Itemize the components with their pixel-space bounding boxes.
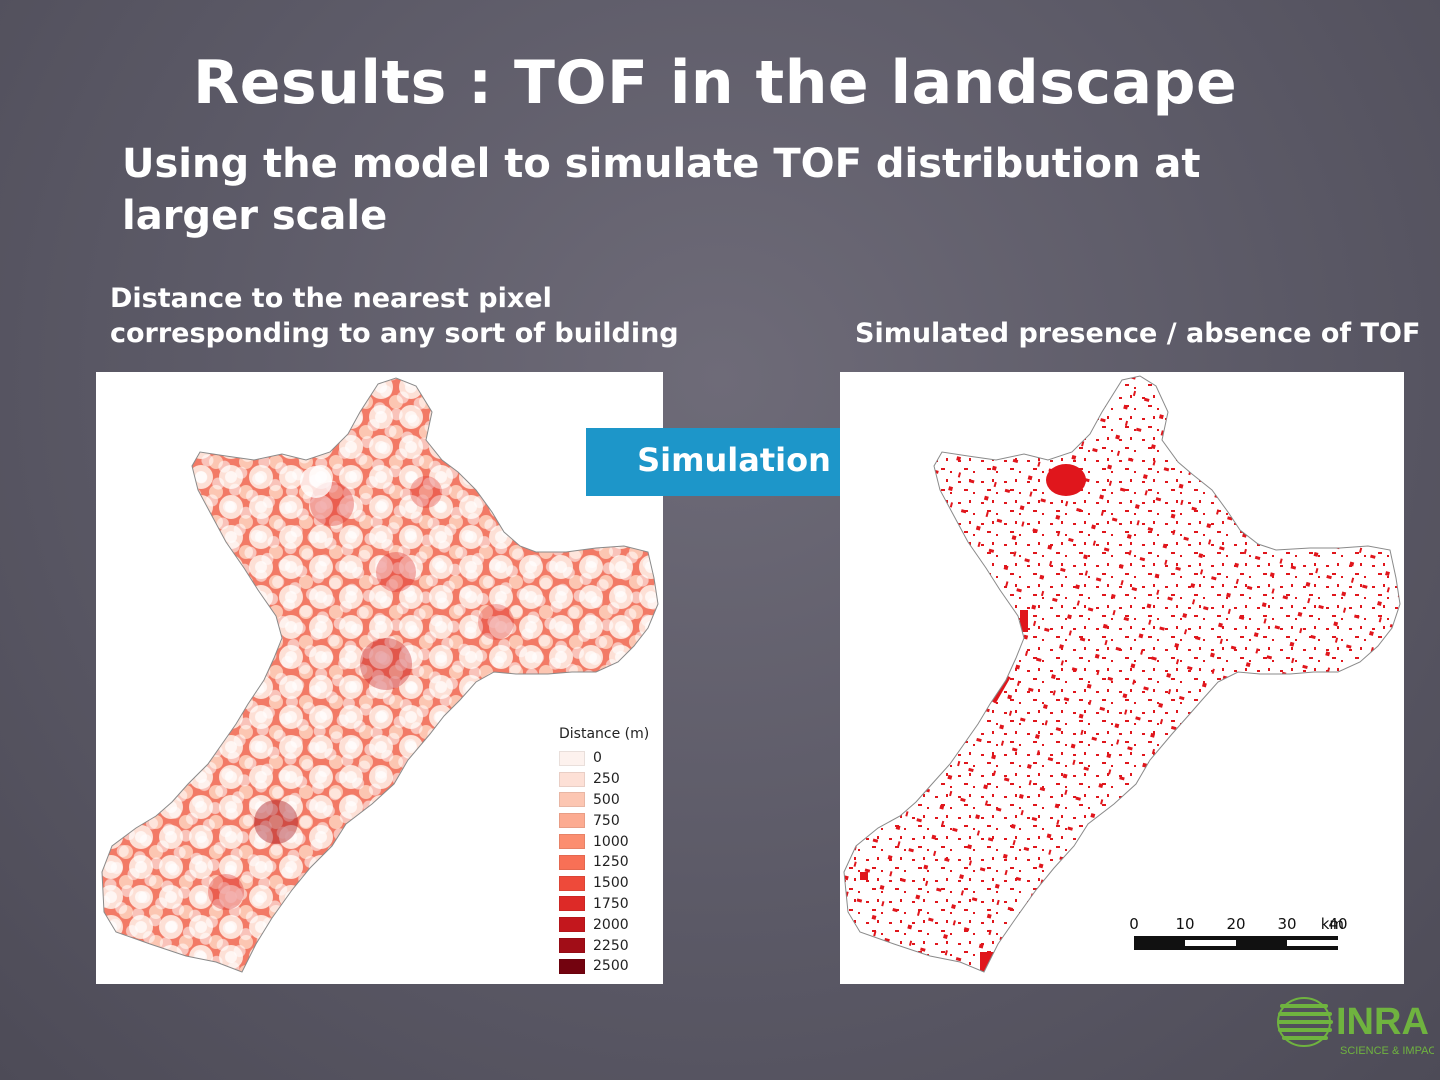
legend-label: 1000 — [593, 833, 629, 850]
legend-swatch — [559, 750, 585, 766]
legend-swatch — [559, 854, 585, 870]
legend-label: 1500 — [593, 875, 629, 892]
scale-unit-label: km — [1321, 915, 1344, 933]
legend-item: 1750 — [559, 894, 649, 915]
legend-swatch — [559, 813, 585, 829]
legend-item: 2250 — [559, 935, 649, 956]
legend-swatch — [559, 875, 585, 891]
legend-item: 2000 — [559, 914, 649, 935]
legend-item: 1500 — [559, 873, 649, 894]
legend-label: 1750 — [593, 895, 629, 912]
legend-item: 250 — [559, 769, 649, 790]
simulation-arrow-label: Simulation — [637, 441, 831, 479]
legend-swatch — [559, 896, 585, 912]
logo-name: INRA — [1336, 1001, 1429, 1043]
legend-item: 500 — [559, 790, 649, 811]
left-map-caption-line1: Distance to the nearest pixel — [110, 283, 552, 314]
simulated-tof-map-panel — [840, 372, 1404, 984]
inra-logo: INRA SCIENCE & IMPACT — [1274, 994, 1440, 1064]
slide-title: Results : TOF in the landscape — [193, 48, 1238, 118]
left-map-caption: Distance to the nearest pixel correspond… — [110, 281, 679, 351]
legend-item: 0 — [559, 748, 649, 769]
legend-label: 0 — [593, 750, 602, 767]
logo-tagline: SCIENCE & IMPACT — [1340, 1045, 1434, 1057]
legend-swatch — [559, 958, 585, 974]
legend-swatch — [559, 834, 585, 850]
scale-tick-label: 0 — [1129, 915, 1139, 933]
legend-item: 750 — [559, 810, 649, 831]
legend-swatch — [559, 917, 585, 933]
scale-tick-label: 20 — [1226, 915, 1245, 933]
legend-item: 2500 — [559, 956, 649, 977]
scale-tick-label: 40 — [1328, 915, 1347, 933]
inra-logo-icon: INRA SCIENCE & IMPACT — [1277, 997, 1440, 1057]
right-map-caption: Simulated presence / absence of TOF — [855, 318, 1421, 349]
scale-bar: 0 10 20 30 40 km — [1128, 912, 1348, 952]
legend-label: 2250 — [593, 937, 629, 954]
left-map-caption-line2: corresponding to any sort of building — [110, 318, 679, 349]
legend-label: 2500 — [593, 958, 629, 975]
legend-label: 2000 — [593, 916, 629, 933]
legend-label: 1250 — [593, 854, 629, 871]
simulation-arrow — [586, 394, 914, 530]
legend-label: 500 — [593, 791, 620, 808]
legend-swatch — [559, 792, 585, 808]
legend-swatch — [559, 938, 585, 954]
scale-tick-label: 30 — [1277, 915, 1296, 933]
simulated-tof-map — [843, 375, 1401, 973]
legend-item: 1250 — [559, 852, 649, 873]
legend-title: Distance (m) — [559, 726, 650, 742]
legend-swatch — [559, 771, 585, 787]
distance-map — [101, 377, 659, 973]
scale-tick-label: 10 — [1175, 915, 1194, 933]
distance-map-panel: Distance (m) 0 250 500 750 1000 1250 1500 1750 2… — [96, 372, 663, 984]
distance-legend: Distance (m) 0 250 500 750 1000 1250 1500 1750 2… — [559, 726, 649, 977]
legend-label: 250 — [593, 771, 620, 788]
legend-label: 750 — [593, 812, 620, 829]
slide-subtitle: Using the model to simulate TOF distribu… — [122, 141, 1201, 239]
legend-item: 1000 — [559, 831, 649, 852]
